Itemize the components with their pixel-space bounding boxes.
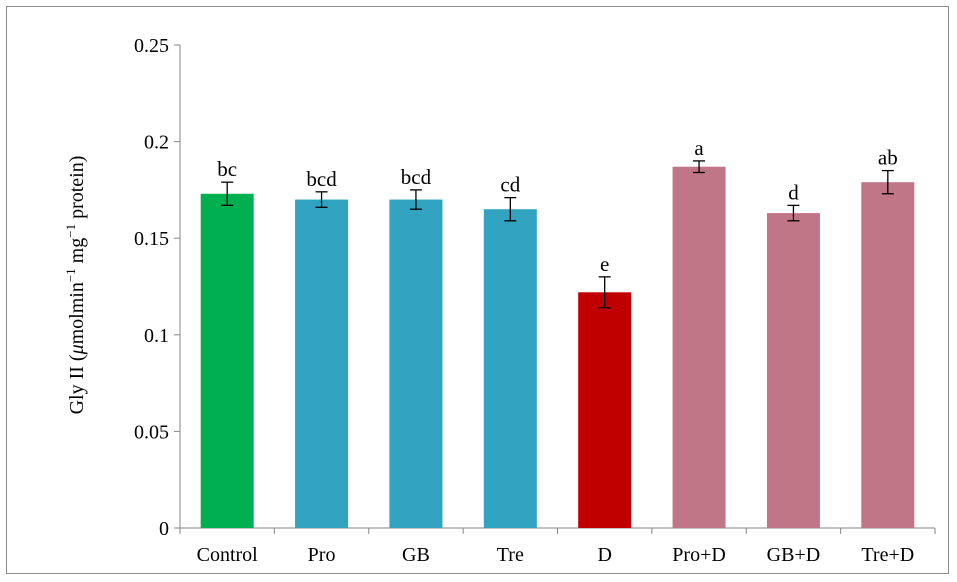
significance-letter: e: [600, 252, 609, 276]
x-tick-label: Pro+D: [672, 544, 726, 566]
bar: [578, 292, 632, 528]
x-tick-label: Pro: [308, 544, 336, 566]
bar: [200, 193, 254, 528]
significance-letter: bcd: [401, 165, 432, 189]
x-axis: Control Pro GB Tre D Pro+D GB+D Tre+D: [179, 527, 936, 566]
significance-letters: bc bcd bcd cd e a d ab: [217, 136, 897, 276]
bar: [483, 209, 537, 528]
y-axis-title: Gly II (μmolmin−1 mg−1 protein): [63, 156, 88, 415]
significance-letter: ab: [878, 146, 898, 170]
x-tick-label: D: [597, 544, 611, 566]
x-tick-label: GB+D: [767, 544, 821, 566]
x-tick-label: Control: [197, 544, 259, 566]
bar: [766, 213, 820, 529]
bar: [389, 199, 443, 528]
significance-letter: cd: [500, 173, 520, 197]
y-axis: 0 0.05 0.1 0.15 0.2 0.25: [134, 35, 181, 540]
significance-letter: d: [788, 180, 799, 204]
x-tick-label: Tre: [497, 544, 524, 566]
y-tick-label: 0.1: [144, 325, 169, 347]
y-tick-label: 0.15: [134, 228, 169, 250]
significance-letter: bcd: [306, 167, 337, 191]
y-tick-label: 0: [159, 518, 169, 540]
y-tick-label: 0.05: [134, 421, 169, 443]
bars: [200, 166, 915, 529]
y-tick-label: 0.25: [134, 35, 169, 57]
bar: [295, 199, 349, 528]
x-tick-label: Tre+D: [861, 544, 914, 566]
x-tick-label: GB: [402, 544, 430, 566]
bar: [672, 166, 726, 528]
bar: [861, 182, 915, 528]
significance-letter: a: [694, 136, 704, 160]
significance-letter: bc: [217, 157, 237, 181]
y-tick-label: 0.2: [144, 132, 169, 154]
error-bars: [221, 160, 894, 309]
